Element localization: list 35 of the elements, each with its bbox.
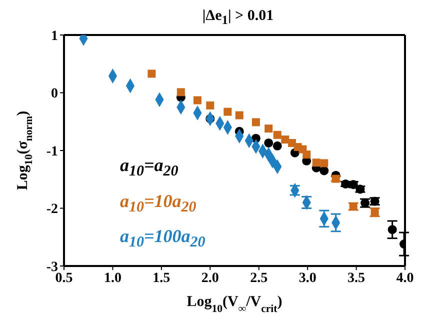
point xyxy=(176,88,185,96)
point xyxy=(273,130,282,139)
x-tick-label: 0.5 xyxy=(55,270,73,286)
point xyxy=(148,70,156,78)
text: a$_{10}$=10a$_{20}$ xyxy=(120,190,196,216)
point xyxy=(302,150,311,159)
x-tick-label: 1.0 xyxy=(104,270,122,286)
y-tick-label: -2 xyxy=(46,202,58,218)
x-tick-label: 3.5 xyxy=(348,270,366,286)
x-tick-label: 3.0 xyxy=(298,270,316,286)
point xyxy=(388,225,397,234)
point xyxy=(320,159,328,168)
y-tick-label: 1 xyxy=(51,28,58,44)
point xyxy=(235,111,244,120)
y-tick-label: 0 xyxy=(51,86,58,102)
point xyxy=(252,118,260,126)
point xyxy=(264,124,273,133)
x-axis-title: Log$_{10}$(V$_{∞}$/V$_{crit}$) xyxy=(186,294,282,315)
point xyxy=(193,96,202,104)
point xyxy=(224,108,232,116)
chart-title: |Δe$_{1}$| > 0.01 xyxy=(202,8,274,27)
x-tick-label: 2.5 xyxy=(250,270,268,286)
x-tick-label: 4.0 xyxy=(396,270,414,286)
point xyxy=(206,101,214,110)
point xyxy=(272,141,282,150)
x-tick-label: 1.5 xyxy=(152,270,170,286)
point xyxy=(312,158,320,167)
point xyxy=(281,136,290,144)
point xyxy=(264,138,274,148)
y-tick-label: -1 xyxy=(46,144,58,160)
x-tick-label: 2.0 xyxy=(201,270,219,286)
point xyxy=(332,174,340,183)
text: a$_{10}$=100a$_{20}$ xyxy=(120,226,206,251)
point xyxy=(320,166,329,176)
text: a$_{10}$=a$_{20}$ xyxy=(120,155,178,180)
